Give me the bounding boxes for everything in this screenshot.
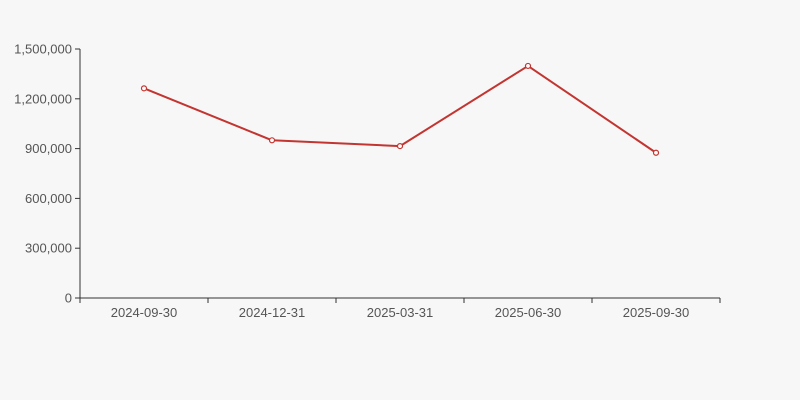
data-point-marker[interactable] bbox=[652, 149, 660, 156]
y-axis-label: 1,500,000 bbox=[14, 42, 72, 57]
x-axis-label: 2024-09-30 bbox=[111, 305, 178, 320]
y-axis-label: 900,000 bbox=[25, 141, 72, 156]
data-point-marker[interactable] bbox=[524, 62, 532, 70]
y-axis-label: 300,000 bbox=[25, 241, 72, 256]
data-point-marker[interactable] bbox=[396, 143, 404, 150]
y-axis-label: 0 bbox=[65, 291, 72, 306]
data-point-marker[interactable] bbox=[268, 137, 276, 144]
y-axis-label: 1,200,000 bbox=[14, 91, 72, 106]
y-axis-label: 600,000 bbox=[25, 191, 72, 206]
series-line bbox=[143, 64, 657, 154]
x-axis-label: 2024-12-31 bbox=[239, 305, 306, 320]
x-axis-label: 2025-03-31 bbox=[367, 305, 434, 320]
x-axis-label: 2025-06-30 bbox=[495, 305, 562, 320]
data-point-marker[interactable] bbox=[140, 85, 148, 92]
x-axis-label: 2025-09-30 bbox=[623, 305, 690, 320]
